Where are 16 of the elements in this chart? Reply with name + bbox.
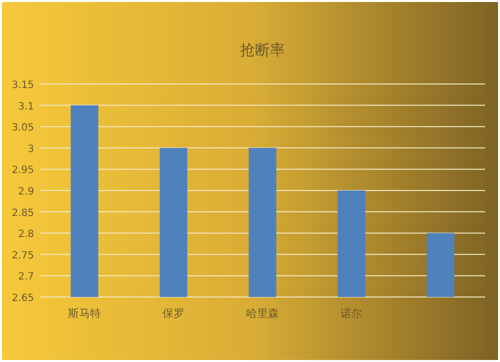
y-tick-label: 2.7 xyxy=(18,272,34,283)
y-tick-label: 3.05 xyxy=(12,122,34,134)
y-tick-label: 2.8 xyxy=(18,229,34,240)
x-tick-label: 哈里森 xyxy=(246,307,279,320)
x-tick-label: 诺尔 xyxy=(340,307,362,320)
x-tick-label: 斯马特 xyxy=(68,307,101,320)
y-tick-label: 2.95 xyxy=(12,165,34,176)
y-tick-label: 2.9 xyxy=(18,186,34,198)
y-tick-label: 2.65 xyxy=(12,293,34,304)
chart-title: 抢断率 xyxy=(240,41,285,59)
y-tick-label: 2.85 xyxy=(12,208,34,219)
y-tick-label: 3.1 xyxy=(18,101,34,112)
x-tick-label: 保罗 xyxy=(162,307,184,320)
y-tick-label: 3.15 xyxy=(12,80,34,91)
y-tick-label: 2.75 xyxy=(12,250,34,262)
y-tick-label: 3 xyxy=(28,144,34,155)
